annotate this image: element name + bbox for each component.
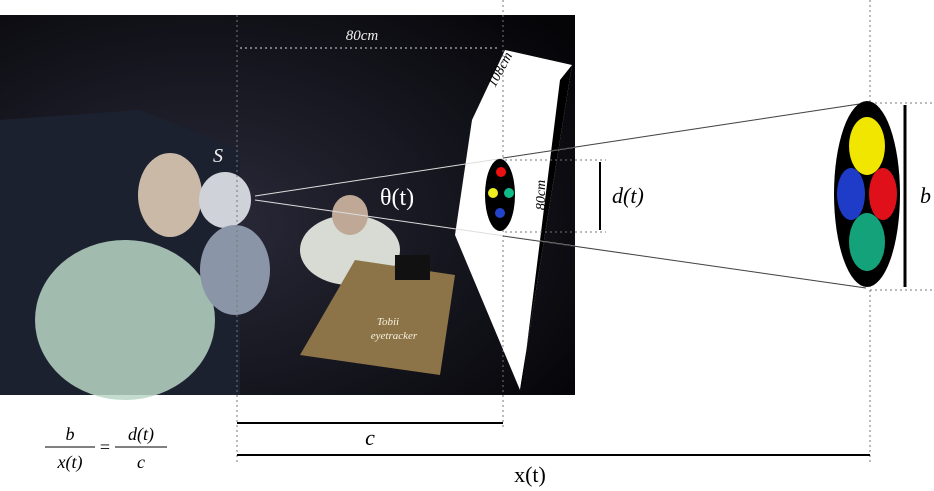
equation-term: b	[66, 424, 75, 444]
near-size-label: d(t)	[612, 183, 644, 208]
angle-ray	[502, 102, 867, 159]
near-stimulus	[485, 159, 515, 231]
eyetracker	[395, 255, 430, 280]
equation-term: c	[137, 452, 145, 472]
far-stimulus	[834, 101, 900, 287]
far-distance-label: x(t)	[514, 462, 546, 487]
mother-body	[35, 240, 215, 400]
angle-ray	[502, 235, 867, 289]
screen-edge	[520, 65, 572, 390]
angle-label: θ(t)	[380, 185, 414, 211]
equation-term: x(t)	[57, 452, 83, 473]
mother-head	[138, 153, 202, 237]
width-label: 80cm	[346, 28, 379, 44]
photo: S Tobii eyetracker	[0, 15, 575, 400]
infant-head	[199, 172, 251, 228]
table	[300, 260, 455, 375]
equation: b x(t) = d(t) c	[45, 424, 167, 473]
equation-term: d(t)	[128, 424, 154, 445]
assistant-head	[332, 195, 368, 235]
tracker-label: Tobii	[377, 316, 399, 328]
far-size-label: b	[920, 183, 931, 208]
subject-label: S	[213, 145, 223, 167]
near-distance-label: c	[365, 425, 375, 450]
screen	[455, 50, 572, 390]
equation-operator: =	[100, 437, 110, 457]
tracker-label: eyetracker	[371, 330, 418, 342]
height-label: 80cm	[534, 180, 549, 210]
infant-body	[200, 225, 270, 315]
